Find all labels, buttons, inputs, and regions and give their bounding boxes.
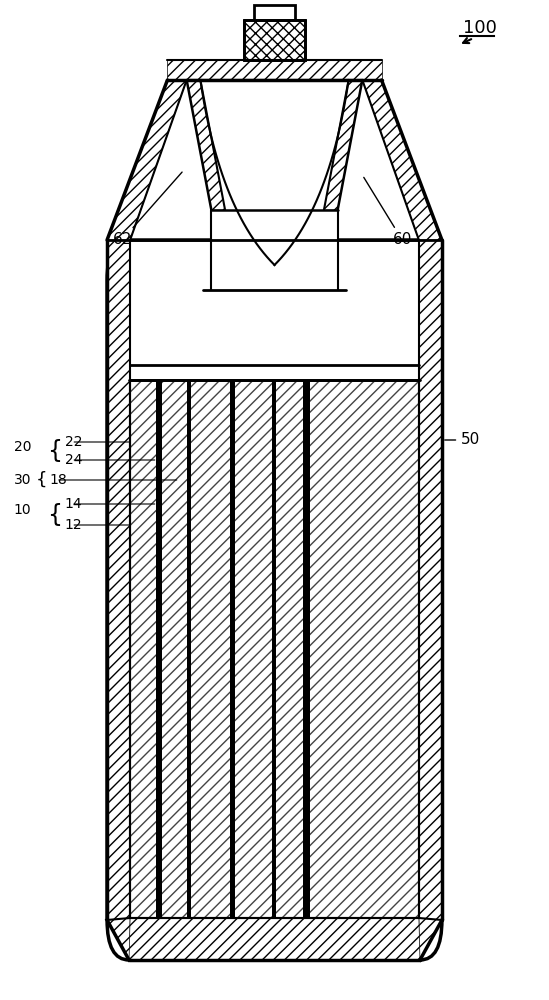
Bar xyxy=(167,60,382,80)
Text: 22: 22 xyxy=(65,435,82,449)
Text: {: { xyxy=(47,439,63,463)
Polygon shape xyxy=(362,80,442,240)
Text: 14: 14 xyxy=(65,497,82,511)
Text: {: { xyxy=(36,471,47,489)
Bar xyxy=(304,380,310,918)
Bar xyxy=(272,380,276,918)
Bar xyxy=(244,20,305,60)
Text: 30: 30 xyxy=(14,473,31,487)
Polygon shape xyxy=(324,80,362,210)
Text: 60: 60 xyxy=(364,177,412,247)
Text: 100: 100 xyxy=(463,19,497,37)
Polygon shape xyxy=(187,80,225,210)
Bar xyxy=(187,380,191,918)
Text: {: { xyxy=(47,502,63,526)
Text: 20: 20 xyxy=(14,440,31,454)
Bar xyxy=(229,380,235,918)
Polygon shape xyxy=(107,80,187,240)
Text: 50: 50 xyxy=(445,432,480,448)
Text: 10: 10 xyxy=(14,503,31,517)
Polygon shape xyxy=(129,918,420,960)
Polygon shape xyxy=(200,80,349,210)
Bar xyxy=(254,5,295,20)
Text: 24: 24 xyxy=(65,453,82,467)
Bar xyxy=(155,380,162,918)
Polygon shape xyxy=(107,240,130,960)
Bar xyxy=(244,20,305,60)
Polygon shape xyxy=(187,80,362,290)
Text: 18: 18 xyxy=(49,473,67,487)
Polygon shape xyxy=(419,240,442,960)
Bar xyxy=(211,210,338,290)
FancyBboxPatch shape xyxy=(107,240,442,960)
Text: 62: 62 xyxy=(113,172,182,247)
Bar xyxy=(130,380,419,918)
Text: 12: 12 xyxy=(65,518,82,532)
